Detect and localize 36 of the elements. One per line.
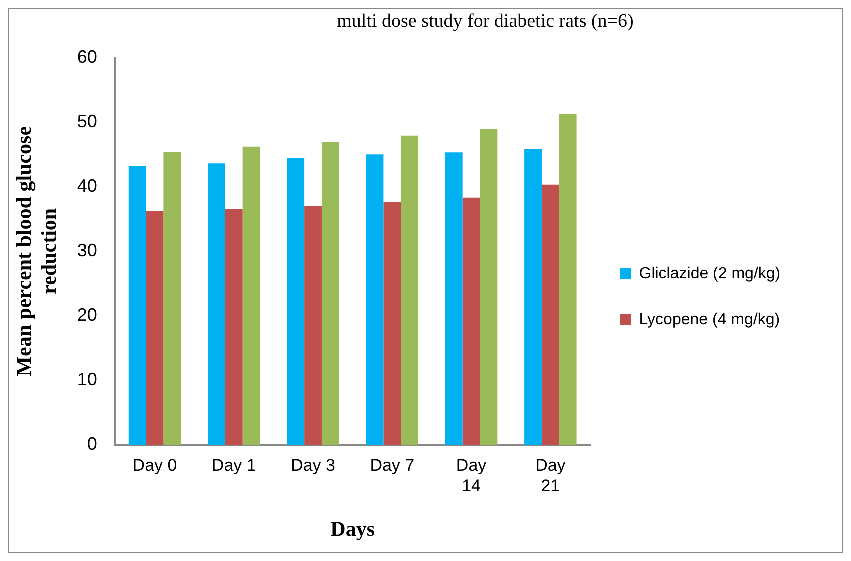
bar [164,152,182,445]
bar [128,166,146,445]
bar [401,136,419,445]
x-tick-label: Day 21 [536,456,566,496]
legend-label: Gliclazide (2 mg/kg) [639,265,781,282]
y-tick-label: 30 [77,240,98,260]
bar [445,152,463,445]
bar [480,129,498,445]
chart-title: multi dose study for diabetic rats (n=6) [336,10,635,34]
bar [208,164,226,445]
x-axis-title: Days [330,516,376,541]
bar [524,149,542,445]
x-tick-label: Day 14 [456,456,488,496]
x-tick-label: Day 1 [212,456,256,475]
y-tick-label: 20 [77,304,98,325]
x-tick-label: Day 0 [132,456,178,475]
bar [384,202,402,445]
bar [322,142,340,445]
bar [462,198,480,445]
legend-label: Lycopene (4 mg/kg) [639,311,780,328]
x-tick-label: Day 7 [370,456,415,475]
bar [559,114,577,445]
bar [542,184,560,445]
y-tick-label: 10 [77,369,98,390]
y-tick-label: 60 [77,46,98,67]
bar [225,209,243,445]
bar [242,146,260,445]
y-tick-label: 0 [87,434,98,454]
x-tick-label: Day 3 [291,456,336,475]
y-tick-label: 50 [77,111,98,132]
bar [366,154,384,445]
bar [287,158,305,445]
bar [146,211,164,445]
bar [304,206,322,445]
y-axis-title: Mean percent blood glucose reduction [12,126,62,376]
y-tick-label: 40 [77,176,98,196]
